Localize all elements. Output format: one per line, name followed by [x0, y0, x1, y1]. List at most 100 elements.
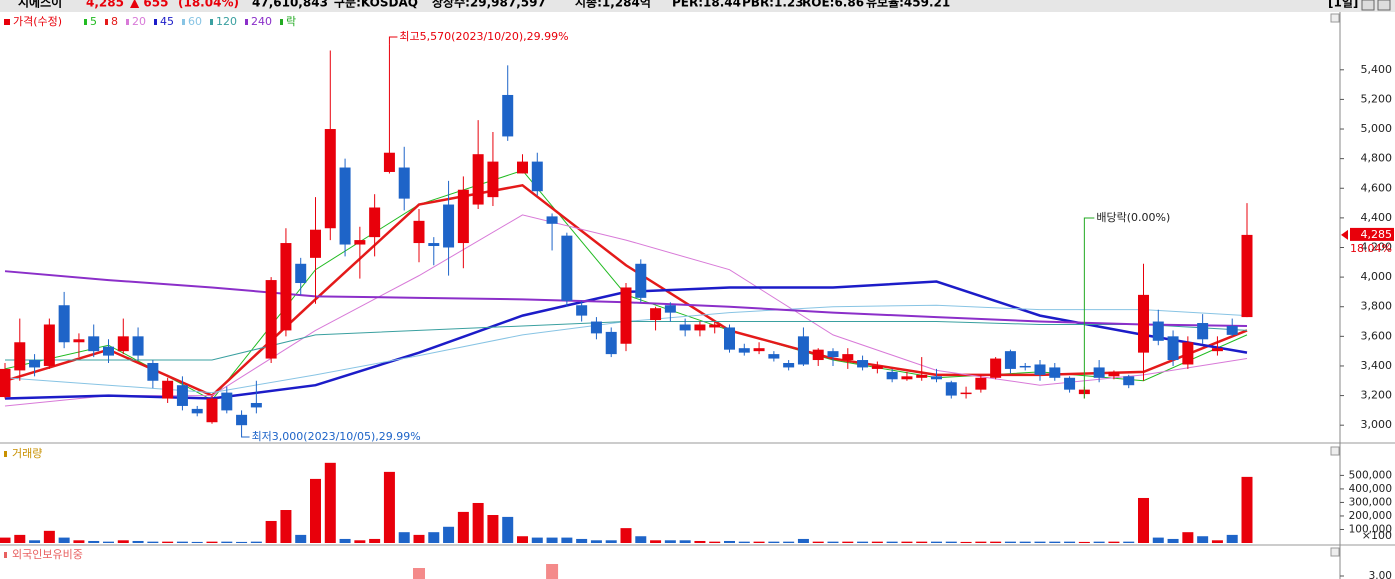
legend-label: 5 — [90, 15, 97, 28]
candle-body — [1049, 367, 1061, 378]
per: PER:18.44 — [672, 0, 741, 10]
candle-body — [176, 385, 188, 406]
candle-body — [265, 280, 277, 359]
volume-bar — [842, 541, 854, 543]
candle-body — [1152, 321, 1164, 341]
volume-bar — [265, 520, 277, 543]
legend-swatch — [210, 19, 213, 25]
candle-body — [650, 308, 662, 321]
y-tick-label: 4,600 — [1361, 181, 1393, 194]
candle-body — [1108, 371, 1120, 377]
volume-bar — [679, 540, 691, 543]
volume-bar — [369, 538, 381, 543]
candle-body — [443, 204, 455, 248]
legend-label: 240 — [251, 15, 272, 28]
pane-title: 거래량 — [12, 447, 42, 460]
volume-bar — [413, 534, 425, 543]
candle-body — [635, 263, 647, 298]
legend-swatch — [105, 19, 108, 25]
legend-swatch — [280, 19, 283, 25]
candle-body — [1226, 325, 1238, 335]
candle-body — [709, 324, 721, 328]
y-tick-label: 500,000 — [1349, 469, 1392, 481]
close-button[interactable] — [1377, 0, 1391, 11]
legend-label: 60 — [188, 15, 202, 28]
candle-body — [428, 243, 440, 247]
market: 구분:KOSDAQ — [334, 0, 418, 10]
candle-body — [472, 154, 484, 205]
volume-bar — [709, 541, 721, 543]
pane-button[interactable] — [1330, 13, 1340, 23]
candle-body — [58, 305, 70, 343]
candle-body — [280, 243, 292, 331]
shares: 상장수:29,987,597 — [432, 0, 546, 10]
volume-bar — [191, 541, 203, 543]
candle-body — [1093, 367, 1105, 378]
candle-body — [14, 342, 26, 371]
volume-bar — [694, 540, 706, 543]
volume-bar — [635, 536, 647, 543]
volume-bar — [546, 537, 558, 543]
volume-bar — [871, 541, 883, 543]
y-tick-label: 3,000 — [1361, 418, 1393, 431]
legend-label: 120 — [216, 15, 237, 28]
volume-bar — [176, 541, 188, 543]
y-tick-label: 400,000 — [1349, 483, 1392, 495]
pane-button[interactable] — [1330, 547, 1340, 557]
y-tick-label: 5,400 — [1361, 63, 1393, 76]
candle-body — [250, 402, 262, 408]
volume-bar — [724, 540, 735, 543]
volume-bar — [1182, 532, 1194, 543]
volume-bar — [1064, 541, 1076, 543]
candle-body — [502, 94, 514, 137]
volume-bar — [1226, 534, 1238, 543]
volume-bar — [531, 537, 543, 543]
candle-body — [1138, 294, 1149, 353]
volume-bar — [1093, 541, 1105, 543]
window-button[interactable] — [1361, 0, 1375, 11]
last-change: 18.04% — [1350, 242, 1392, 255]
candle-body — [0, 368, 11, 398]
volume-bar — [487, 515, 499, 543]
candle-body — [694, 324, 706, 331]
candle-body — [871, 365, 883, 369]
volume-bar — [797, 538, 809, 543]
change-pct: (18.04%) — [178, 0, 239, 10]
candle-body — [1019, 365, 1031, 368]
volume-bar — [14, 534, 26, 543]
legend-label: 가격(수정) — [13, 15, 62, 28]
candle-body — [886, 371, 898, 380]
candle-body — [191, 408, 203, 414]
volume-bar — [29, 540, 41, 543]
foreign-bar — [413, 568, 425, 579]
candle-body — [857, 360, 869, 368]
period[interactable]: [1일] — [1328, 0, 1358, 10]
volume-bar — [1078, 541, 1090, 543]
volume-bar — [590, 540, 602, 543]
volume-bar — [236, 541, 248, 543]
candle-body — [1123, 376, 1135, 386]
volume-bar — [383, 471, 395, 543]
candle-body — [842, 354, 854, 361]
volume-bar — [812, 541, 824, 543]
candle-body — [369, 207, 381, 238]
candle-body — [812, 349, 824, 361]
volume-bar — [73, 540, 85, 543]
candle-body — [117, 336, 129, 352]
candle-body — [620, 287, 632, 344]
change: ▲ 655 — [130, 0, 168, 10]
candle-body — [73, 339, 85, 343]
volume-bar — [975, 541, 987, 543]
volume-bar — [1167, 538, 1179, 543]
volume-bar — [901, 541, 913, 543]
volume-bar — [517, 536, 528, 543]
candle-body — [753, 348, 765, 352]
volume-bar — [768, 541, 780, 543]
annotation-line — [1083, 217, 1095, 399]
y-tick-label: 200,000 — [1349, 510, 1392, 522]
candle-body — [1167, 336, 1179, 361]
volume-bar — [1004, 541, 1016, 543]
volume-bar — [561, 537, 573, 543]
candle-body — [916, 374, 928, 378]
pane-button[interactable] — [1330, 446, 1340, 456]
